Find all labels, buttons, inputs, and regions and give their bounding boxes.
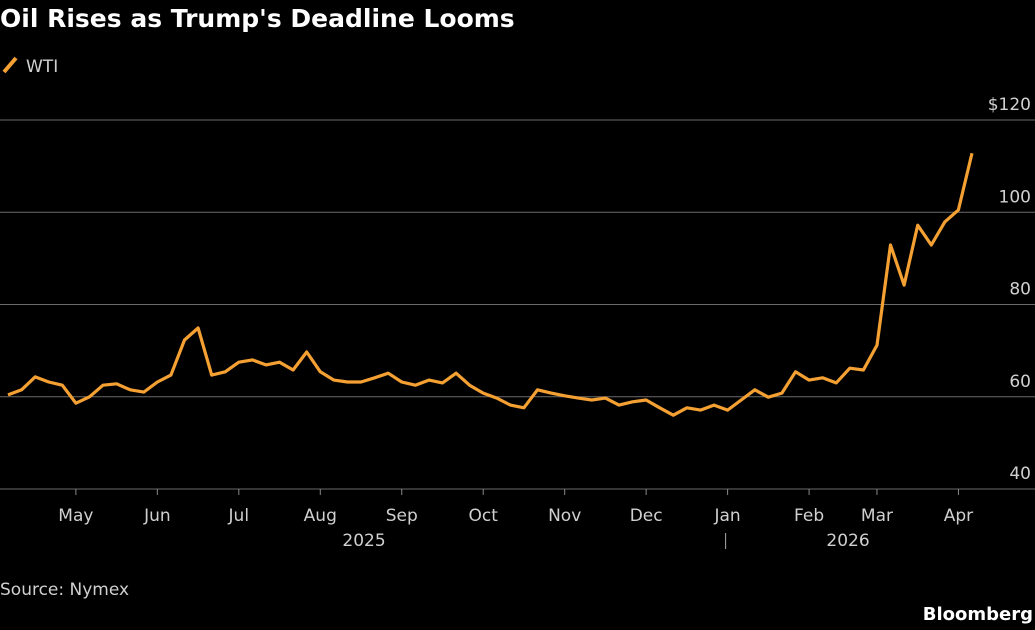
y-tick-label: 100 — [999, 187, 1031, 207]
y-tick-label: $120 — [988, 95, 1031, 115]
x-tick-label: Aug — [304, 506, 337, 526]
x-tick-label: Feb — [794, 506, 824, 526]
x-tick-label: Sep — [386, 506, 418, 526]
x-tick-label: Oct — [469, 506, 499, 526]
x-tick-label: Nov — [548, 506, 581, 526]
data-line — [7, 152, 974, 417]
x-tick-label: Jun — [143, 506, 171, 526]
legend-label: WTI — [26, 57, 58, 77]
x-tick-label: Jan — [713, 506, 740, 526]
year-label: 2025 — [342, 531, 385, 551]
year-label: 2026 — [826, 531, 869, 551]
source: Source: Nymex — [0, 580, 129, 600]
x-tick-label: Mar — [861, 506, 893, 526]
legend-swatch — [2, 56, 18, 74]
x-tick-label: May — [58, 506, 93, 526]
y-tick-label: 60 — [1009, 372, 1031, 392]
y-tick-label: 40 — [1009, 464, 1031, 484]
x-tick-label: Apr — [944, 506, 973, 526]
x-tick-label: Jul — [228, 506, 250, 526]
x-tick-label: Dec — [630, 506, 663, 526]
chart-title: Oil Rises as Trump's Deadline Looms — [0, 4, 515, 33]
brand: Bloomberg — [923, 604, 1033, 625]
y-tick-label: 80 — [1009, 280, 1031, 300]
